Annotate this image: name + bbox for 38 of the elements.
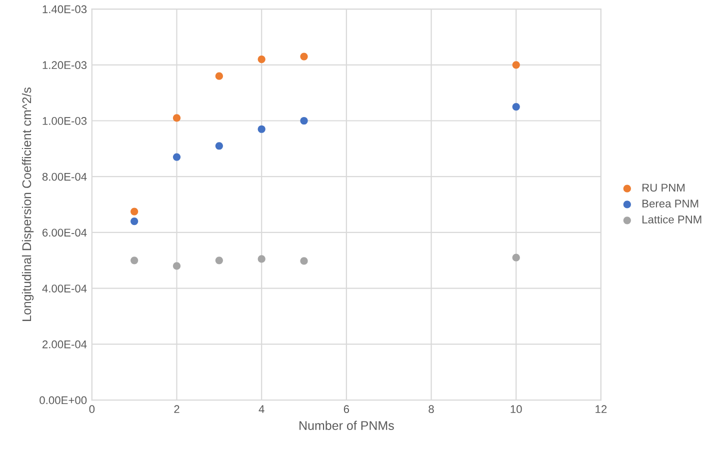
point	[215, 256, 223, 264]
point	[172, 114, 181, 122]
y-tick-label: 2.00E-04	[42, 340, 87, 348]
y-tick-label: 6.00E-04	[42, 228, 87, 237]
x-tick-label: 4	[258, 405, 264, 413]
y-axis-title: Longitudinal Dispersion Coefficient cm^2/s	[22, 88, 34, 321]
x-tick-label: 10	[510, 405, 522, 414]
point	[300, 116, 308, 125]
point	[512, 254, 520, 262]
x-tick-label: 8	[428, 405, 434, 414]
x-tick-label: 12	[596, 405, 607, 413]
point	[512, 102, 520, 111]
legend-label: RU PNM	[642, 184, 685, 192]
y-tick-label: 1.40E-03	[42, 5, 87, 14]
x-axis-title: Number of PNMs	[300, 420, 394, 430]
point	[215, 72, 223, 80]
x-tick-label: 6	[344, 405, 350, 414]
y-tick-label: 8.00E-04	[42, 172, 87, 181]
y-tick-label: 1.00E-03	[42, 117, 87, 125]
point	[130, 256, 138, 264]
x-tick-label: 2	[174, 405, 180, 413]
y-tick-label: 4.00E-04	[42, 284, 87, 292]
point	[300, 52, 308, 60]
point	[130, 208, 138, 216]
x-tick-label: 0	[89, 405, 95, 414]
point	[512, 61, 520, 69]
y-tick-label: 0.00E+00	[40, 396, 87, 404]
point	[172, 153, 181, 161]
point	[172, 262, 181, 270]
legend-label: Berea PNM	[642, 200, 698, 208]
point	[300, 257, 308, 265]
legend-label: Lattice PNM	[642, 215, 702, 224]
point	[130, 217, 138, 226]
point	[258, 56, 266, 64]
y-tick-label: 1.20E-03	[42, 61, 87, 70]
point	[215, 142, 223, 150]
point	[258, 255, 266, 263]
point	[258, 125, 266, 133]
